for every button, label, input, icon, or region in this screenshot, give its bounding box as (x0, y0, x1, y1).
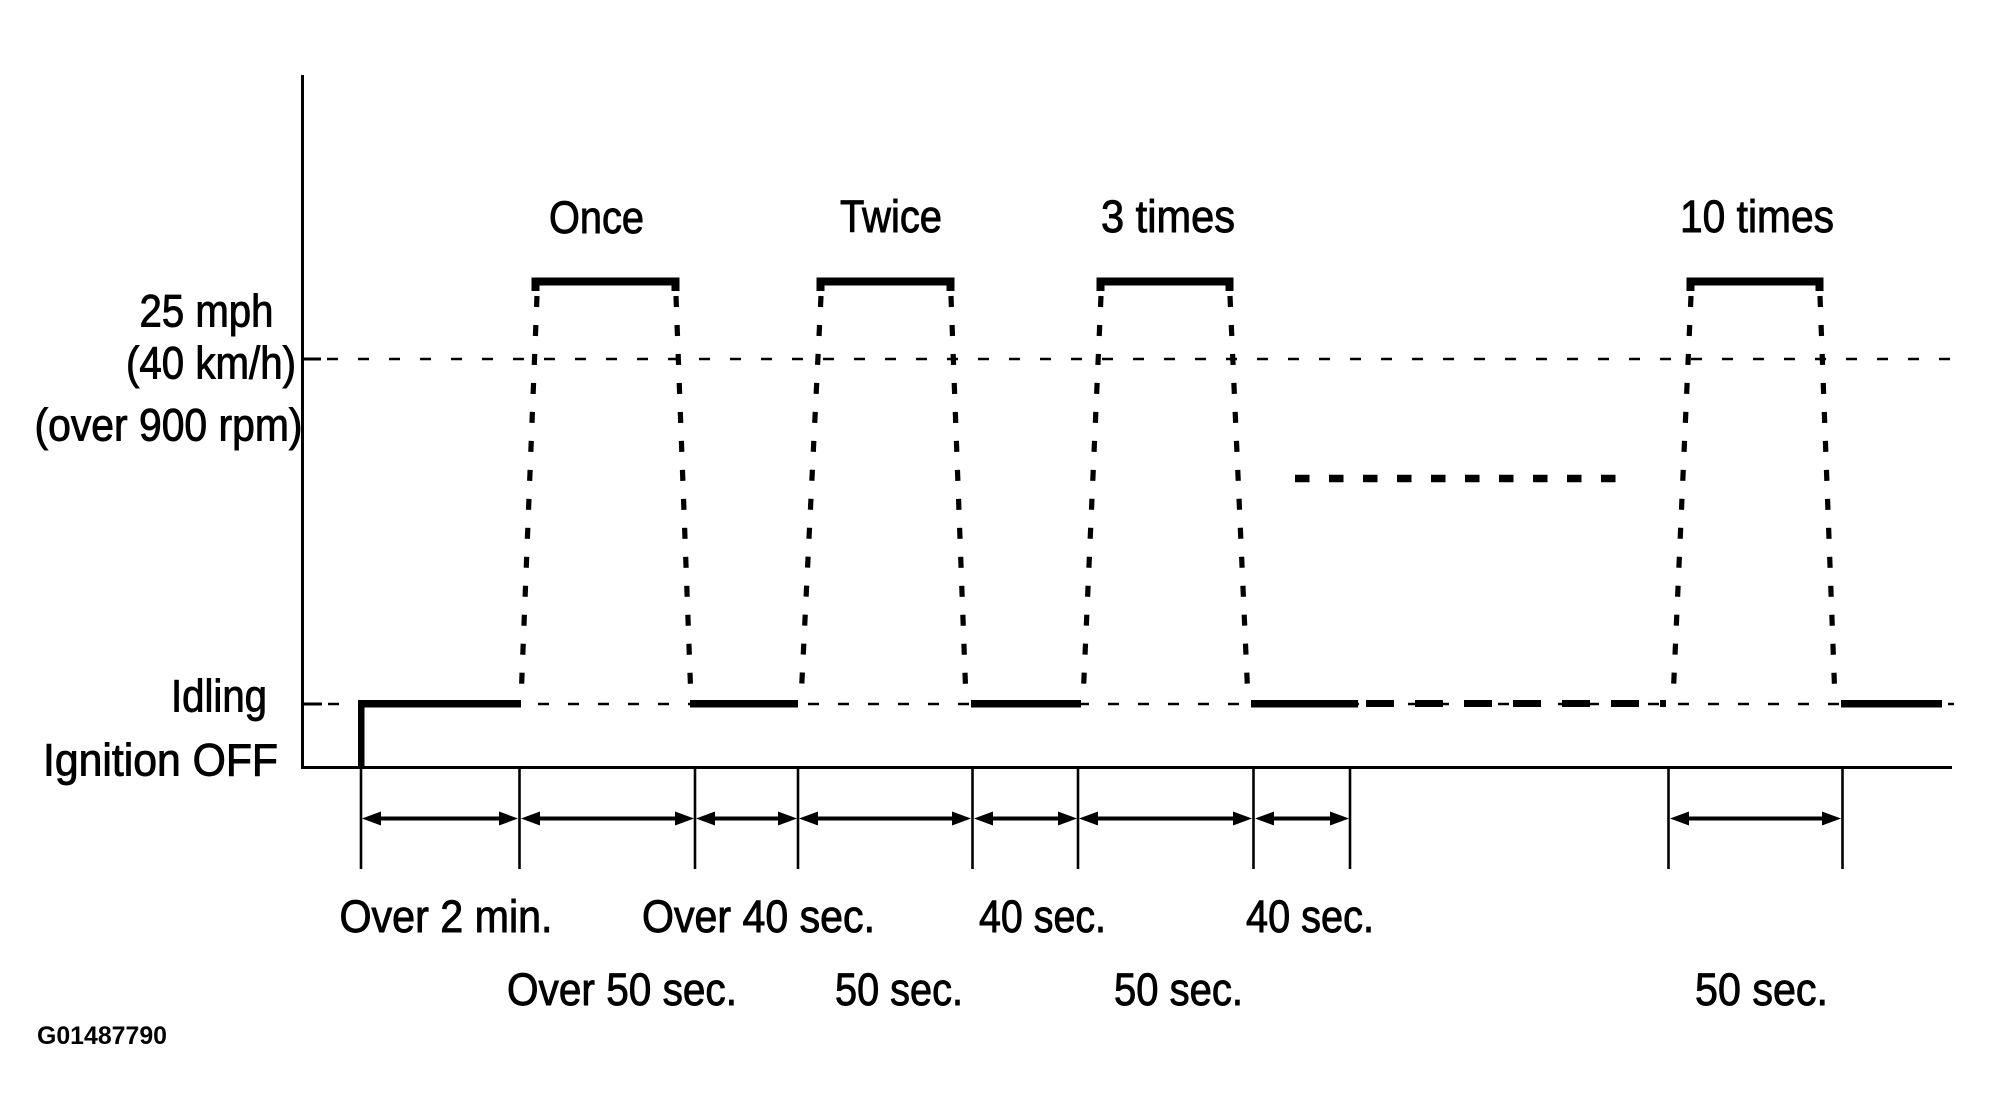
svg-text:(40 km/h): (40 km/h) (126, 338, 296, 389)
svg-text:40 sec.: 40 sec. (979, 891, 1106, 942)
svg-text:G01487790: G01487790 (37, 1022, 167, 1050)
svg-text:Over 40 sec.: Over 40 sec. (642, 891, 875, 942)
svg-text:40 sec.: 40 sec. (1246, 891, 1374, 942)
svg-text:50 sec.: 50 sec. (835, 964, 963, 1015)
svg-text:Ignition OFF: Ignition OFF (43, 735, 278, 786)
svg-text:(over 900 rpm): (over 900 rpm) (35, 400, 303, 451)
svg-text:Over 50 sec.: Over 50 sec. (507, 964, 737, 1015)
svg-text:3 times: 3 times (1101, 191, 1235, 242)
svg-text:Idling: Idling (171, 671, 267, 722)
svg-text:50 sec.: 50 sec. (1695, 964, 1828, 1015)
svg-text:25 mph: 25 mph (140, 286, 274, 337)
svg-text:10 times: 10 times (1680, 191, 1834, 242)
svg-text:Once: Once (549, 192, 644, 243)
svg-text:50 sec.: 50 sec. (1114, 964, 1243, 1015)
svg-text:Over 2 min.: Over 2 min. (340, 891, 553, 942)
svg-text:Twice: Twice (840, 191, 942, 242)
